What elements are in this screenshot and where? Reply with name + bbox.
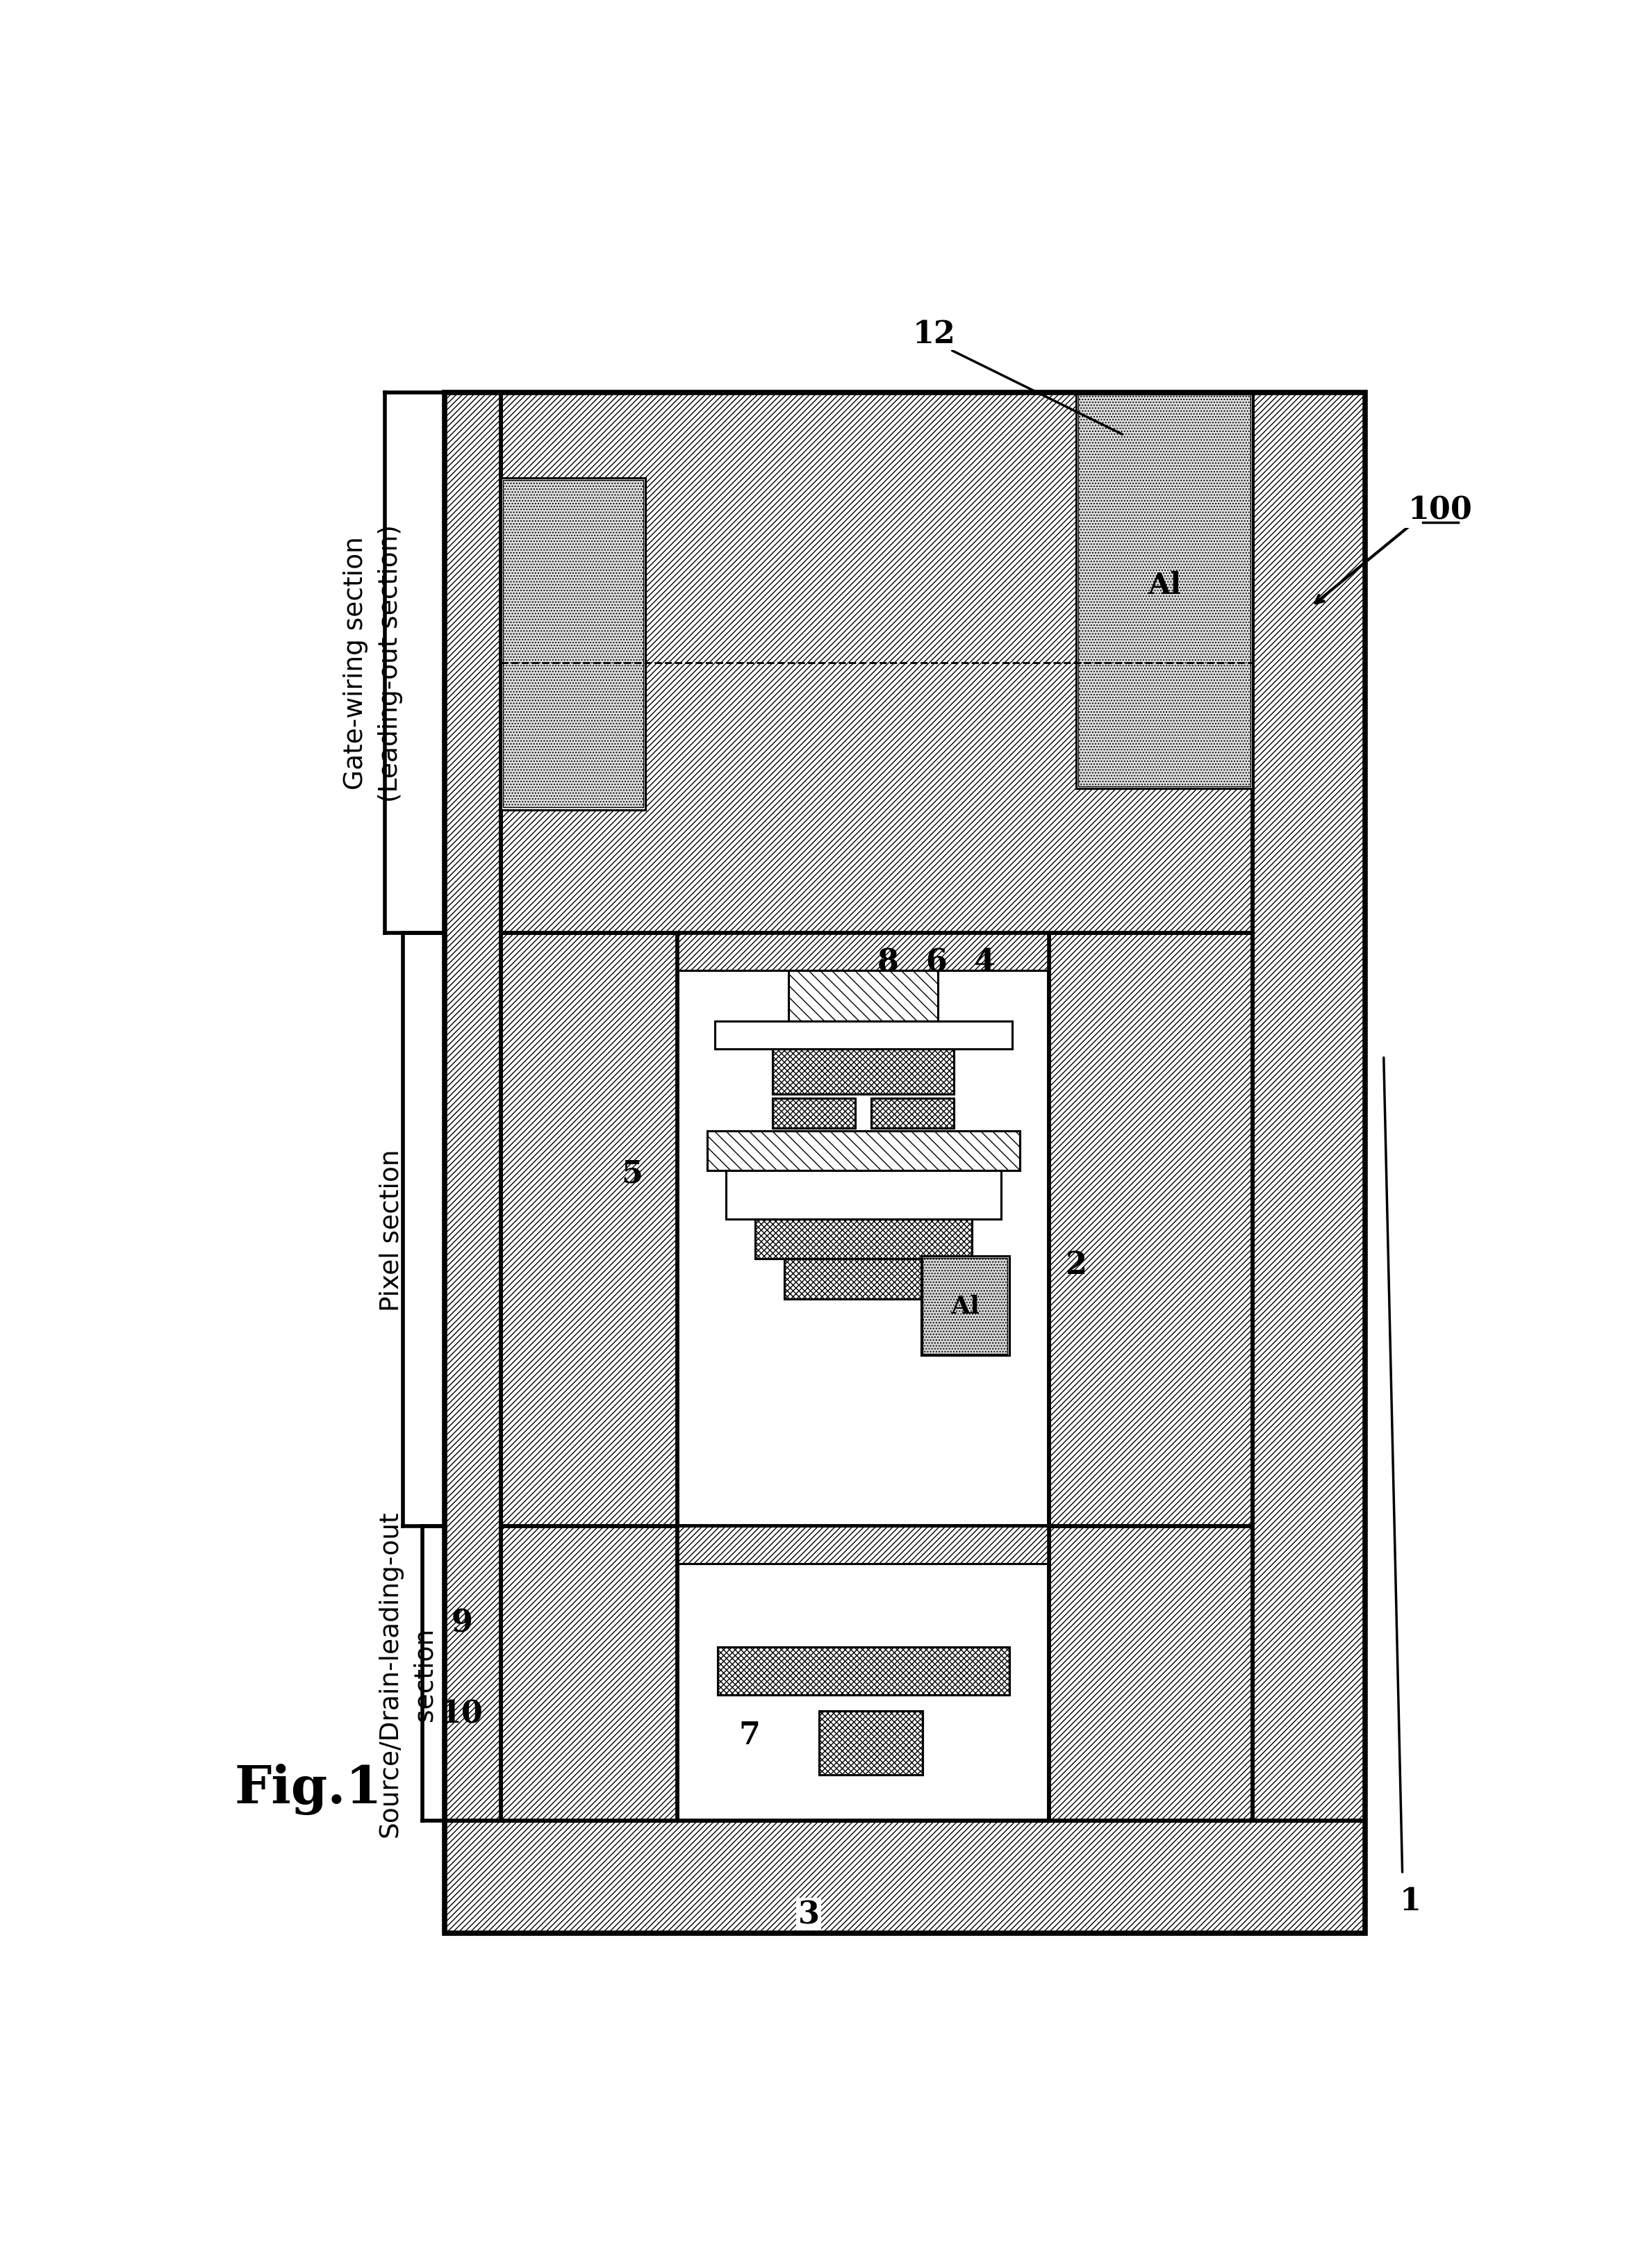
Text: Gate-wiring section
(Leading-out section): Gate-wiring section (Leading-out section… (343, 524, 403, 803)
Bar (718, 1647, 1009, 1694)
Bar (445, 1821, 1365, 1932)
Bar (772, 1098, 854, 1127)
Text: 9: 9 (452, 1608, 473, 1637)
Bar (1252, 392, 1365, 1821)
Bar (445, 1821, 1365, 1932)
Bar (706, 1132, 1020, 1170)
Bar (501, 479, 646, 810)
Bar (706, 1132, 1020, 1170)
Bar (1050, 1526, 1252, 1821)
Bar (501, 932, 677, 1526)
Bar (789, 971, 938, 1021)
Bar (501, 1526, 677, 1821)
Text: 4: 4 (973, 948, 996, 978)
Text: 5: 5 (621, 1159, 642, 1188)
Bar (818, 1710, 923, 1776)
Bar (784, 1259, 943, 1300)
Text: 100: 100 (1408, 497, 1472, 526)
Bar (1252, 392, 1365, 1821)
Text: 7: 7 (739, 1719, 761, 1751)
Text: 6: 6 (925, 948, 946, 978)
Bar (772, 1050, 953, 1095)
Bar (718, 1647, 1009, 1694)
Bar (789, 971, 938, 1021)
Bar (501, 1526, 677, 1821)
Text: 12: 12 (914, 320, 956, 349)
Bar (784, 1259, 943, 1300)
Bar (501, 392, 1252, 932)
Text: 3: 3 (798, 1898, 820, 1930)
Bar (772, 1050, 953, 1095)
Bar (923, 1259, 1007, 1354)
Text: 8: 8 (877, 948, 899, 978)
Text: 1: 1 (1400, 1887, 1421, 1916)
Bar (445, 392, 501, 1821)
Text: Fig.1: Fig.1 (235, 1762, 383, 1814)
Bar (503, 481, 644, 807)
Bar (871, 1098, 953, 1127)
Bar (677, 932, 1050, 1526)
Text: Source/Drain-leading-out
section: Source/Drain-leading-out section (378, 1510, 437, 1837)
Bar (1050, 932, 1252, 1526)
Bar (677, 1526, 1050, 1821)
Bar (1078, 395, 1250, 787)
Bar (1050, 1526, 1252, 1821)
Bar (677, 932, 1050, 971)
Bar (677, 1526, 1050, 1565)
Bar (677, 1526, 1050, 1565)
Text: Al: Al (1147, 572, 1181, 601)
Bar (772, 1098, 854, 1127)
Bar (445, 392, 501, 1821)
Bar (756, 1220, 971, 1259)
Text: 10: 10 (440, 1699, 483, 1728)
Bar (1050, 932, 1252, 1526)
Bar (501, 392, 1252, 932)
Bar (726, 1170, 1001, 1220)
Bar (501, 932, 677, 1526)
Text: Al: Al (951, 1295, 979, 1318)
Bar (715, 1021, 1012, 1050)
Bar (871, 1098, 953, 1127)
Bar (756, 1220, 971, 1259)
Text: 2: 2 (1065, 1250, 1086, 1279)
Text: Pixel section: Pixel section (380, 1150, 404, 1311)
Bar (818, 1710, 923, 1776)
Bar (677, 932, 1050, 971)
Bar (445, 392, 1365, 1932)
Bar (1076, 392, 1252, 789)
Bar (922, 1256, 1009, 1356)
